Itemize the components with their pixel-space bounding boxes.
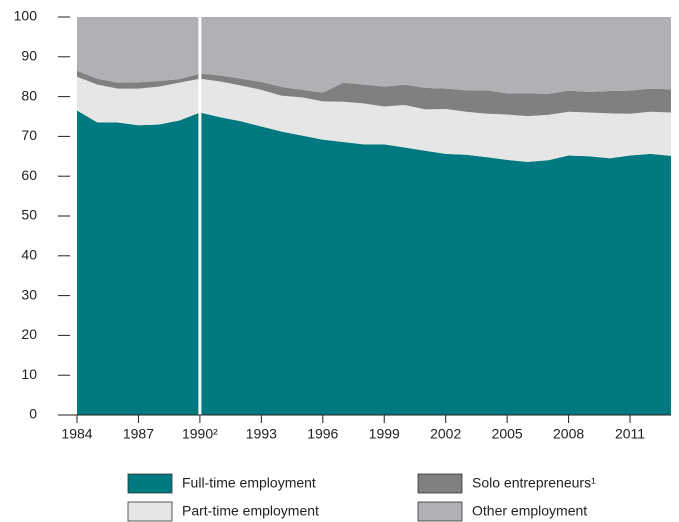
legend-swatch [127,473,173,494]
y-tick-label: 40 [21,247,37,263]
area [77,76,671,162]
y-tick-label: 90 [21,48,37,64]
y-tick-label: 30 [21,286,37,302]
legend-label: Full-time employment [182,475,316,491]
x-tick-label: 1993 [246,426,277,442]
x-tick-label: 1996 [307,426,338,442]
y-tick-label: 60 [21,167,37,183]
x-tick-label: 1990² [182,426,218,442]
y-tick-label: 50 [21,207,37,223]
x-tick-label: 2011 [615,426,645,442]
x-tick-label: 2002 [430,426,461,442]
legend-label: Solo entrepreneurs¹ [472,475,596,491]
legend-swatch [417,501,463,522]
area [77,70,671,117]
x-tick-label: 1984 [61,426,92,442]
legend-swatch [417,473,463,494]
legend-swatch [127,501,173,522]
y-tick-label: 100 [14,8,38,24]
y-tick-label: 70 [21,127,37,143]
x-tick-label: 1987 [123,426,154,442]
x-tick-label: 1999 [369,426,400,442]
y-tick-label: 0 [29,406,37,422]
y-tick-label: 20 [21,326,37,342]
area [77,110,671,415]
x-tick-label: 2005 [492,426,523,442]
area [77,17,671,94]
y-tick-label: 80 [21,87,37,103]
x-tick-label: 2008 [553,426,584,442]
legend-label: Part-time employment [182,503,319,519]
y-tick-label: 10 [21,366,37,382]
legend-label: Other employment [472,503,587,519]
